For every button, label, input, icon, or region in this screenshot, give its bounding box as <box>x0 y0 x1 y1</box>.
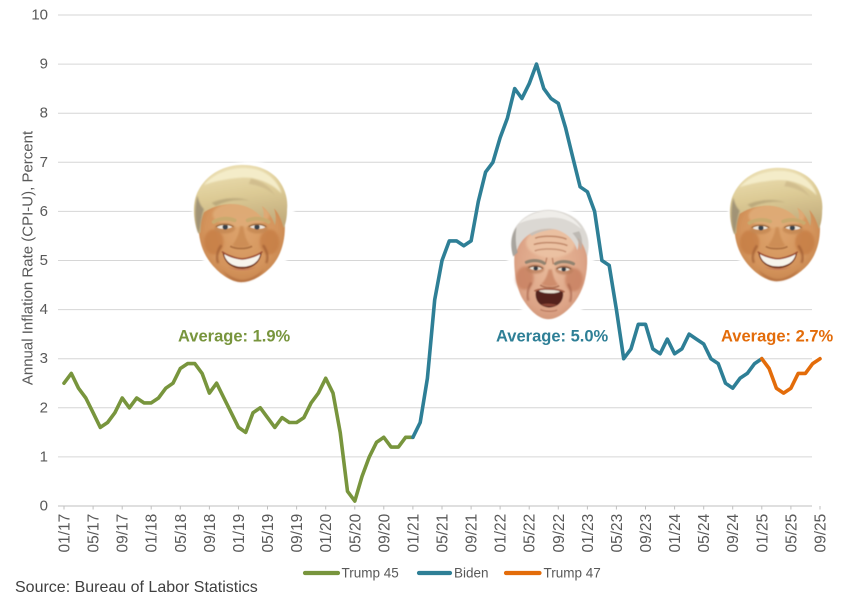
svg-text:10: 10 <box>31 7 48 24</box>
svg-text:09/18: 09/18 <box>202 514 219 553</box>
svg-text:9: 9 <box>40 56 48 73</box>
svg-text:Average: 2.7%: Average: 2.7% <box>721 328 834 346</box>
svg-text:01/19: 01/19 <box>231 514 248 553</box>
svg-text:09/25: 09/25 <box>813 514 830 553</box>
svg-text:05/25: 05/25 <box>783 514 800 553</box>
svg-text:05/18: 05/18 <box>173 514 190 553</box>
svg-text:05/19: 05/19 <box>260 514 277 553</box>
svg-text:09/21: 09/21 <box>464 514 481 553</box>
svg-text:01/18: 01/18 <box>144 514 161 553</box>
svg-text:09/24: 09/24 <box>725 513 742 552</box>
svg-text:Biden: Biden <box>454 566 489 581</box>
svg-text:01/21: 01/21 <box>405 514 422 553</box>
svg-text:4: 4 <box>40 301 48 318</box>
svg-text:0: 0 <box>40 498 48 515</box>
svg-text:01/20: 01/20 <box>318 513 335 552</box>
svg-text:01/24: 01/24 <box>667 513 684 552</box>
svg-text:05/17: 05/17 <box>86 514 103 553</box>
svg-text:09/23: 09/23 <box>638 514 655 553</box>
svg-text:8: 8 <box>40 105 48 122</box>
svg-text:05/24: 05/24 <box>696 513 713 552</box>
svg-text:01/23: 01/23 <box>580 514 597 553</box>
svg-text:5: 5 <box>40 252 48 269</box>
svg-text:Average: 1.9%: Average: 1.9% <box>178 328 291 346</box>
svg-text:05/23: 05/23 <box>609 514 626 553</box>
svg-text:3: 3 <box>40 350 48 367</box>
svg-text:Source: Bureau of Labor Statis: Source: Bureau of Labor Statistics <box>15 579 258 596</box>
svg-text:01/17: 01/17 <box>57 514 74 553</box>
svg-text:01/25: 01/25 <box>754 514 771 553</box>
svg-text:05/21: 05/21 <box>435 514 452 553</box>
svg-text:7: 7 <box>40 154 48 171</box>
svg-text:Average: 5.0%: Average: 5.0% <box>496 328 609 346</box>
svg-text:Trump 45: Trump 45 <box>342 566 399 581</box>
svg-text:09/20: 09/20 <box>376 513 393 552</box>
svg-text:09/22: 09/22 <box>551 514 568 553</box>
svg-text:05/20: 05/20 <box>347 513 364 552</box>
svg-text:6: 6 <box>40 203 48 220</box>
svg-text:05/22: 05/22 <box>522 514 539 553</box>
svg-text:Trump 47: Trump 47 <box>544 566 601 581</box>
svg-text:09/17: 09/17 <box>115 514 132 553</box>
svg-text:Annual Inflation Rate (CPI-U),: Annual Inflation Rate (CPI-U), Percent <box>20 130 37 385</box>
svg-text:2: 2 <box>40 399 48 416</box>
svg-text:01/22: 01/22 <box>493 514 510 553</box>
svg-text:09/19: 09/19 <box>289 514 306 553</box>
svg-text:1: 1 <box>40 448 48 465</box>
